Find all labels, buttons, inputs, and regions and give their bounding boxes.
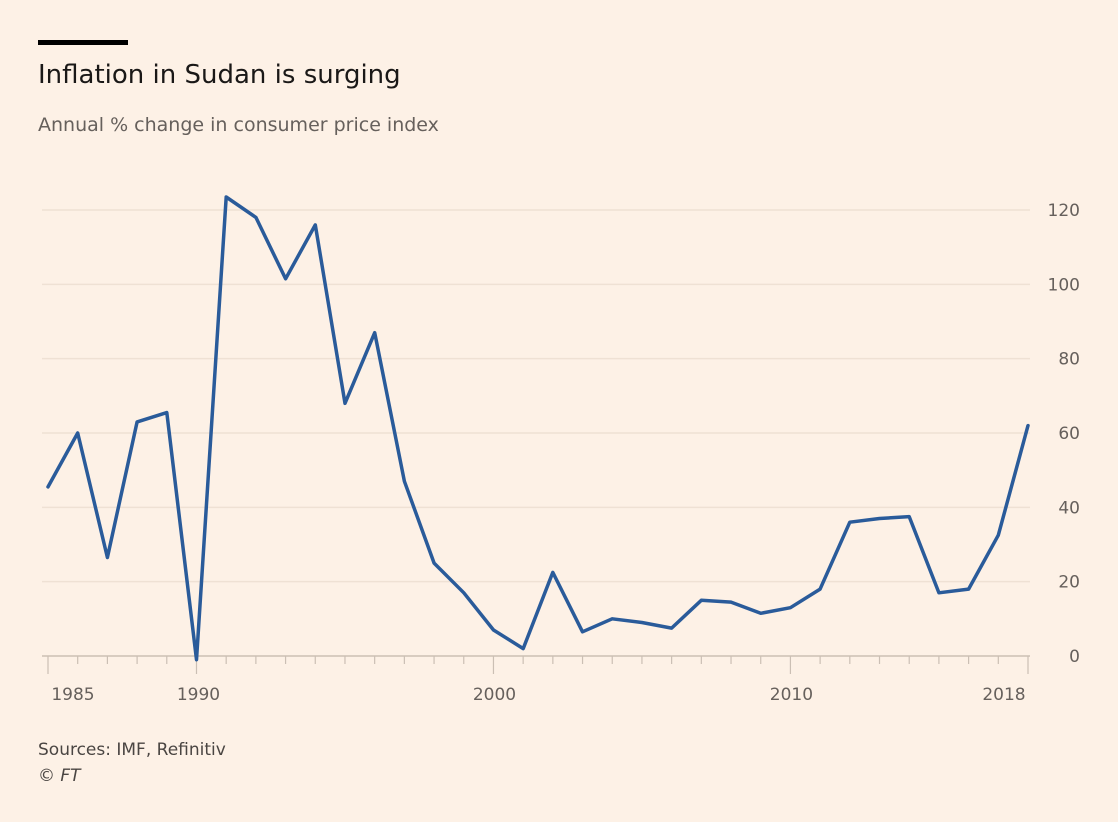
gridlines	[42, 209, 1030, 583]
x-axis-labels: 1985 1990 2000 2010 2018	[51, 685, 1025, 705]
y-tick-label-60: 60	[1058, 424, 1080, 444]
top-rule	[38, 40, 128, 45]
x-tick-label-1990: 1990	[177, 685, 220, 705]
y-tick-label-20: 20	[1058, 573, 1080, 593]
y-tick-label-0: 0	[1069, 647, 1080, 667]
y-tick-label-40: 40	[1058, 498, 1080, 518]
y-axis-labels: 0 20 40 60 80 100 120	[1048, 201, 1080, 667]
x-tick-label-2010: 2010	[770, 685, 813, 705]
y-tick-label-100: 100	[1048, 275, 1080, 295]
x-tick-label-1985: 1985	[51, 685, 94, 705]
y-tick-label-120: 120	[1048, 201, 1080, 221]
chart-subtitle: Annual % change in consumer price index	[38, 114, 439, 136]
x-tick-label-2000: 2000	[473, 685, 516, 705]
series-line-sudan-inflation	[46, 195, 1030, 662]
x-axis-ticks	[47, 656, 1029, 674]
chart-title: Inflation in Sudan is surging	[38, 60, 401, 90]
source-note: Sources: IMF, Refinitiv	[38, 740, 226, 760]
y-tick-label-80: 80	[1058, 350, 1080, 370]
x-tick-label-2018: 2018	[982, 685, 1025, 705]
copyright-note: © FT	[38, 766, 81, 786]
